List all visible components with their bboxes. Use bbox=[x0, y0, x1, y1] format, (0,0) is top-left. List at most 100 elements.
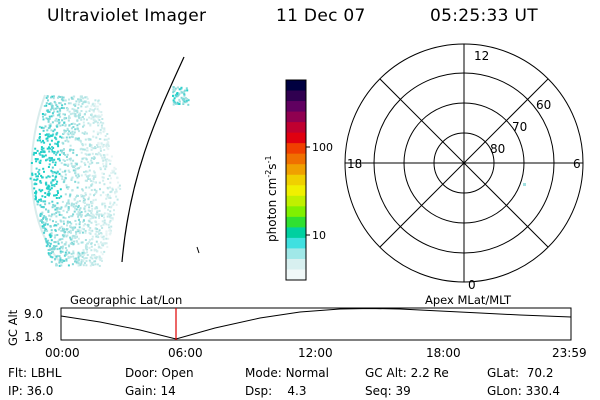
aurora-pixel bbox=[38, 188, 41, 191]
aurora-pixel bbox=[92, 147, 95, 150]
aurora-pixel bbox=[75, 257, 77, 260]
aurora-pixel bbox=[71, 263, 74, 266]
aurora-pixel bbox=[174, 87, 177, 90]
aurora-pixel bbox=[39, 212, 42, 215]
aurora-pixel bbox=[91, 207, 94, 210]
aurora-pixel bbox=[56, 107, 59, 110]
aurora-pixel bbox=[74, 180, 77, 183]
aurora-pixel bbox=[68, 115, 71, 118]
aurora-pixel bbox=[103, 155, 106, 158]
aurora-pixel bbox=[178, 98, 181, 101]
aurora-pixel bbox=[105, 237, 108, 240]
aurora-pixel bbox=[82, 101, 85, 104]
aurora-pixel bbox=[98, 264, 101, 267]
aurora-pixel bbox=[96, 115, 99, 118]
aurora-pixel bbox=[109, 162, 112, 165]
aurora-pixel bbox=[97, 223, 100, 226]
aurora-pixel bbox=[80, 151, 83, 154]
aurora-pixel bbox=[115, 203, 118, 206]
aurora-pixel bbox=[91, 161, 94, 164]
aurora-pixel bbox=[41, 113, 44, 115]
aurora-pixel bbox=[68, 124, 71, 127]
aurora-pixel bbox=[183, 93, 186, 96]
aurora-pixel bbox=[89, 261, 92, 264]
aurora-pixel bbox=[63, 151, 65, 154]
aurora-pixel bbox=[184, 89, 187, 92]
aurora-pixel bbox=[107, 145, 110, 148]
aurora-pixel bbox=[30, 162, 33, 164]
aurora-pixel bbox=[99, 132, 102, 135]
aurora-pixel bbox=[103, 216, 106, 219]
x-tick-1800: 18:00 bbox=[426, 346, 461, 360]
aurora-pixel bbox=[49, 255, 52, 258]
aurora-pixel bbox=[38, 168, 41, 171]
aurora-pixel bbox=[76, 240, 78, 243]
aurora-pixel bbox=[49, 236, 52, 239]
aurora-pixel bbox=[34, 182, 37, 185]
aurora-pixel bbox=[102, 172, 105, 175]
aurora-pixel bbox=[111, 187, 114, 190]
aurora-pixel bbox=[66, 132, 69, 135]
aurora-pixel bbox=[88, 174, 91, 177]
aurora-pixel bbox=[56, 123, 59, 126]
aurora-pixel bbox=[64, 217, 67, 220]
colorbar-segment bbox=[286, 101, 306, 113]
aurora-pixel bbox=[81, 241, 84, 244]
aurora-pixel bbox=[88, 196, 90, 199]
aurora-pixel bbox=[99, 145, 102, 148]
aurora-pixel bbox=[49, 124, 52, 127]
colorbar-tick-10: 10 bbox=[312, 229, 326, 242]
aurora-pixel bbox=[93, 157, 95, 160]
aurora-pixel bbox=[45, 159, 47, 162]
aurora-pixel bbox=[78, 123, 81, 126]
aurora-pixel bbox=[44, 182, 47, 185]
aurora-pixel bbox=[34, 195, 37, 198]
aurora-pixel bbox=[38, 137, 41, 139]
aurora-pixel bbox=[80, 99, 83, 102]
aurora-pixel bbox=[106, 212, 109, 215]
aurora-pixel bbox=[39, 139, 42, 142]
colorbar-segment bbox=[286, 216, 306, 228]
aurora-pixel bbox=[97, 151, 100, 154]
aurora-pixel bbox=[72, 149, 75, 152]
aurora-pixel bbox=[92, 130, 95, 133]
aurora-pixel bbox=[54, 229, 57, 232]
aurora-pixel bbox=[100, 213, 103, 216]
aurora-pixel bbox=[117, 186, 120, 189]
aurora-pixel bbox=[52, 179, 55, 182]
aurora-pixel bbox=[35, 179, 38, 182]
aurora-pixel bbox=[109, 210, 112, 213]
aurora-pixel bbox=[94, 175, 97, 178]
instrument-title: Ultraviolet Imager bbox=[47, 6, 207, 26]
aurora-pixel bbox=[91, 103, 94, 106]
aurora-pixel bbox=[71, 130, 74, 133]
aurora-pixel bbox=[98, 181, 101, 184]
aurora-pixel bbox=[105, 197, 108, 200]
aurora-pixel bbox=[50, 103, 53, 106]
aurora-pixel bbox=[61, 170, 64, 173]
aurora-pixel bbox=[38, 172, 41, 175]
aurora-pixel bbox=[85, 264, 88, 267]
aurora-pixel bbox=[35, 190, 37, 193]
aurora-pixel bbox=[49, 123, 52, 126]
aurora-pixel bbox=[98, 115, 101, 118]
aurora-pixel bbox=[109, 216, 112, 219]
y-tick-9: 9.0 bbox=[24, 307, 43, 321]
aurora-pixel bbox=[45, 133, 48, 136]
aurora-pixel bbox=[60, 264, 63, 267]
aurora-pixel bbox=[61, 99, 64, 102]
aurora-pixel bbox=[63, 233, 66, 236]
aurora-pixel bbox=[77, 262, 80, 265]
aurora-pixel bbox=[58, 102, 61, 105]
aurora-pixel bbox=[83, 124, 86, 127]
aurora-pixel bbox=[109, 228, 112, 231]
aurora-pixel bbox=[57, 223, 60, 226]
aurora-pixel bbox=[78, 254, 81, 257]
aurora-pixel bbox=[91, 215, 94, 218]
aurora-pixel bbox=[43, 231, 46, 234]
aurora-pixel bbox=[48, 202, 51, 205]
aurora-pixel bbox=[84, 252, 87, 255]
aurora-pixel bbox=[81, 231, 84, 234]
aurora-pixel bbox=[106, 186, 109, 189]
aurora-pixel bbox=[68, 171, 71, 173]
